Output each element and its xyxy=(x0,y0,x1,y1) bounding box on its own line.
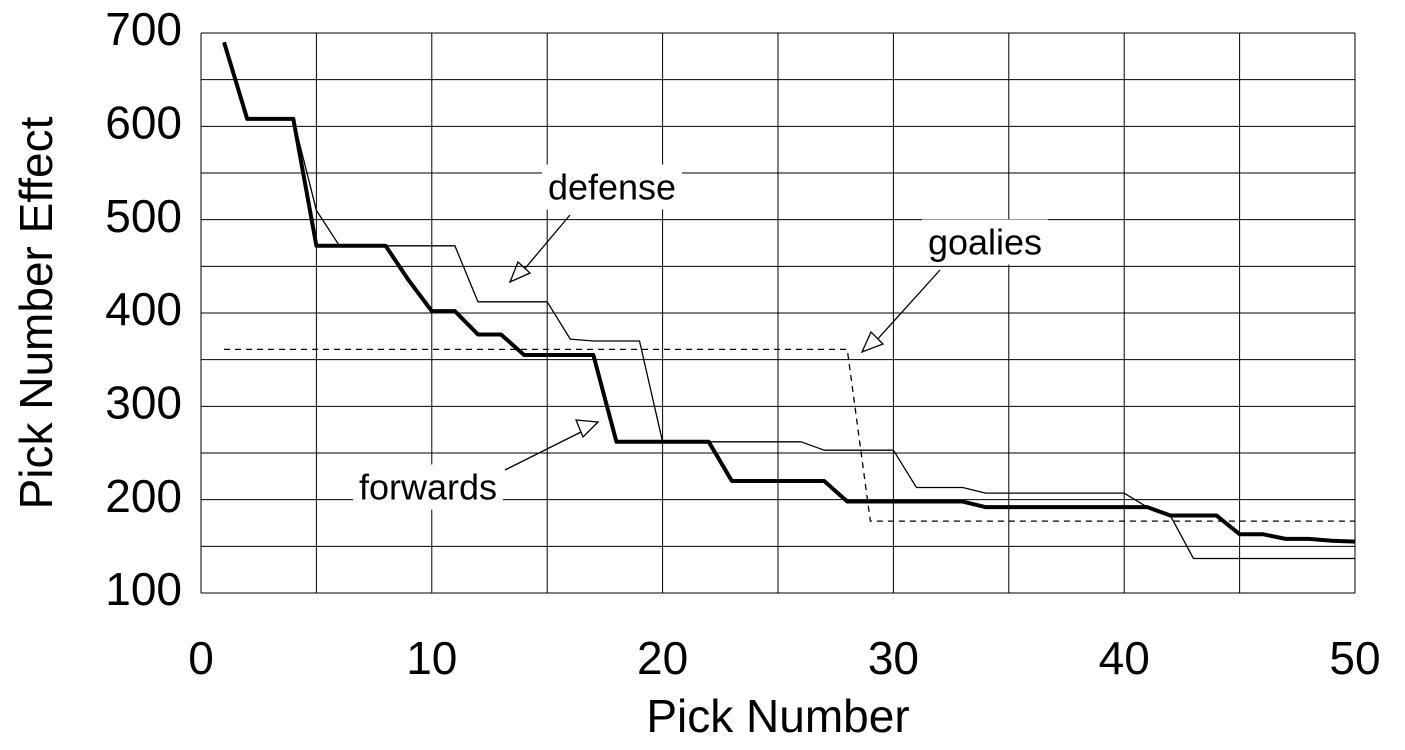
y-tick-label: 500 xyxy=(105,190,182,242)
annotation-background xyxy=(352,464,504,510)
x-tick-label: 30 xyxy=(868,632,919,684)
y-tick-label: 100 xyxy=(105,563,182,615)
y-tick-label: 600 xyxy=(105,96,182,148)
y-tick-label: 300 xyxy=(105,376,182,428)
y-tick-label: 200 xyxy=(105,470,182,522)
arrow-head xyxy=(508,260,532,284)
annotation-background xyxy=(541,164,683,210)
x-tick-label: 0 xyxy=(188,632,214,684)
annotation-arrows xyxy=(504,214,941,471)
x-axis-title: Pick Number xyxy=(646,690,909,742)
line-series xyxy=(224,348,1355,522)
x-tick-label: 40 xyxy=(1099,632,1150,684)
y-tick-label: 400 xyxy=(105,283,182,335)
x-tick-label: 10 xyxy=(406,632,457,684)
arrow xyxy=(874,269,941,343)
x-tick-label: 50 xyxy=(1329,632,1380,684)
y-axis-title: Pick Number Effect xyxy=(10,116,62,509)
line-series xyxy=(223,42,1355,560)
y-tick-label: 700 xyxy=(105,3,182,55)
arrow-head xyxy=(860,330,885,354)
x-tick-label: 20 xyxy=(637,632,688,684)
arrow-head xyxy=(574,419,600,439)
annotation: goalies xyxy=(928,222,1042,263)
arrow xyxy=(504,429,586,471)
annotation: forwards xyxy=(359,467,497,508)
arrow xyxy=(521,214,571,273)
annotation: defense xyxy=(548,167,676,208)
annotation-background xyxy=(921,219,1049,265)
